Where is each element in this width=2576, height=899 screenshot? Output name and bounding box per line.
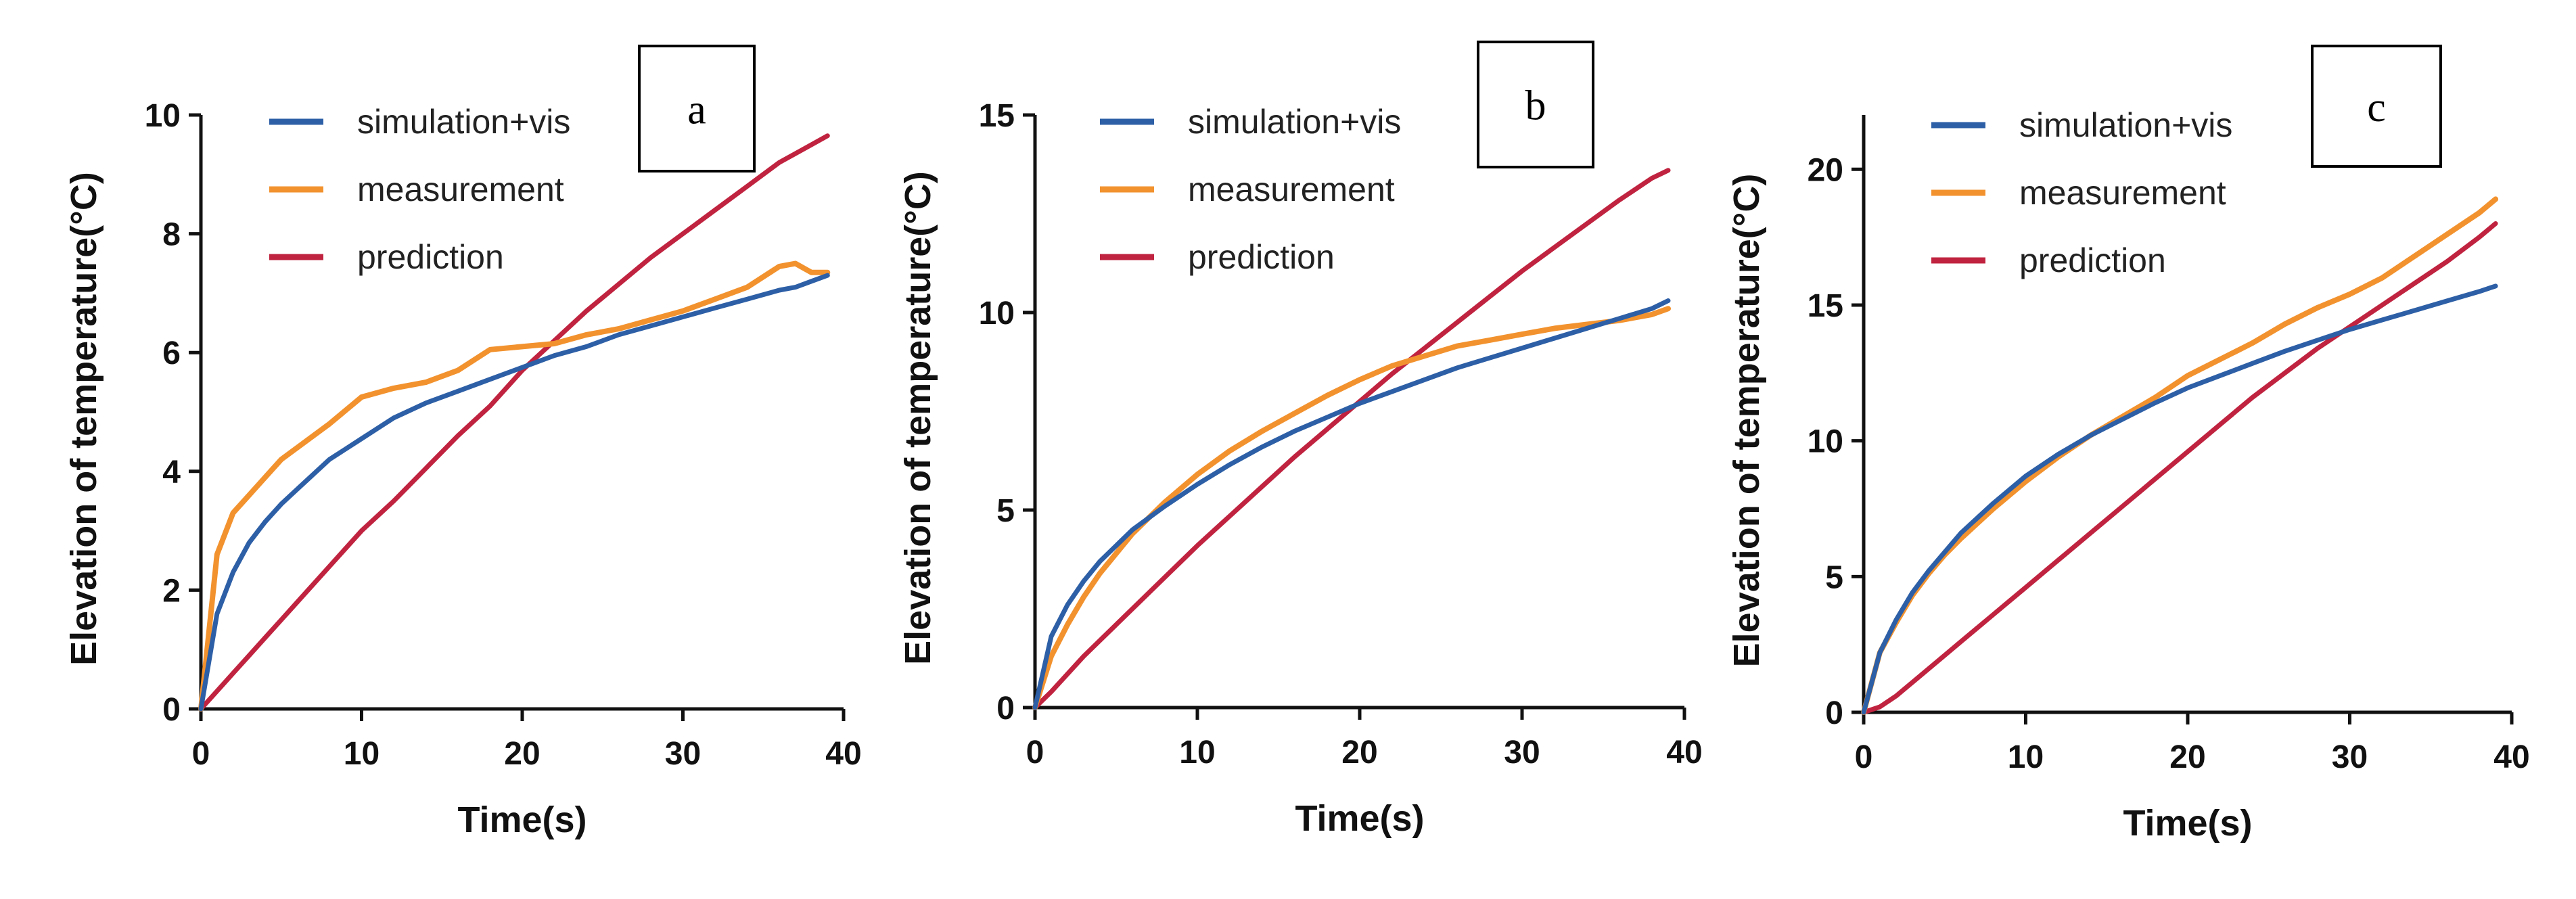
series-line-measurement [198,260,831,712]
y-tick-label: 0 [996,691,1015,727]
y-axis-label: Elevation of temperature(°C) [1726,174,1767,668]
legend-label: simulation+vis [1188,103,1401,141]
y-tick-label: 10 [1808,424,1843,460]
x-tick-label: 10 [344,736,380,772]
y-axis-label: Elevation of temperature(°C) [64,172,104,666]
legend-label: measurement [1188,170,1395,208]
chart-panel-b: 0 5 10 15 0 10 20 30 40 Time(s) Elevation of tempe… [898,41,1703,839]
legend-label: prediction [357,238,504,276]
x-tick-label: 0 [1026,735,1044,770]
x-tick-label: 30 [2332,739,2368,775]
legend-label: simulation+vis [2019,106,2232,144]
x-tick-label: 40 [2493,739,2529,775]
series-line-prediction [198,133,830,712]
legend-label: measurement [357,170,564,208]
x-axis-label: Time(s) [2123,803,2252,844]
y-tick-label: 10 [145,98,181,134]
x-tick-label: 10 [1179,735,1215,770]
panel-label: b [1525,83,1546,129]
x-tick-label: 30 [665,736,701,772]
series-line-prediction [1861,221,2498,715]
series-line-simulation-vis [1032,298,1671,710]
series-line-simulation-vis [198,273,830,712]
series-line-measurement [1032,306,1671,710]
y-tick-label: 5 [996,493,1015,529]
y-tick-label: 0 [1825,695,1843,731]
panel-label-box [2311,45,2442,168]
x-tick-label: 20 [1341,735,1377,770]
x-tick-label: 30 [1504,735,1540,770]
y-tick-label: 2 [162,573,181,609]
x-tick-label: 0 [192,736,210,772]
y-tick-label: 0 [162,692,181,728]
series-line-prediction [1032,168,1671,710]
y-tick-label: 8 [162,217,181,253]
x-tick-label: 40 [1666,735,1702,770]
x-axis-label: Time(s) [457,800,586,840]
legend-label: prediction [2019,241,2166,279]
x-tick-label: 20 [504,736,540,772]
y-tick-label: 6 [162,336,181,371]
series-line-simulation-vis [1861,283,2498,715]
y-axis-label: Elevation of temperature(°C) [898,171,938,665]
y-tick-label: 10 [979,296,1015,331]
y-tick-label: 20 [1808,152,1843,188]
y-tick-label: 15 [1808,288,1843,324]
x-tick-label: 0 [1855,739,1873,775]
legend-label: prediction [1188,238,1335,276]
panel-label-box [638,45,756,172]
x-tick-label: 20 [2169,739,2205,775]
legend-label: simulation+vis [357,103,570,141]
panel-label: c [2367,85,2386,131]
chart-panel-c: 0 5 10 15 20 0 10 20 30 40 Time(s) Elevation of tem… [1726,45,2530,844]
legend-label: measurement [2019,174,2226,212]
panel-label-box [1477,41,1594,168]
y-tick-label: 15 [979,98,1015,134]
x-tick-label: 40 [825,736,861,772]
chart-panel-a: 0 2 4 6 8 10 0 10 20 30 40 Time(s) Elevation of temp… [64,45,862,840]
y-tick-label: 4 [162,455,181,490]
y-tick-label: 5 [1825,559,1843,595]
x-axis-label: Time(s) [1295,798,1424,839]
x-tick-label: 10 [2008,739,2044,775]
panel-label: a [687,87,706,133]
